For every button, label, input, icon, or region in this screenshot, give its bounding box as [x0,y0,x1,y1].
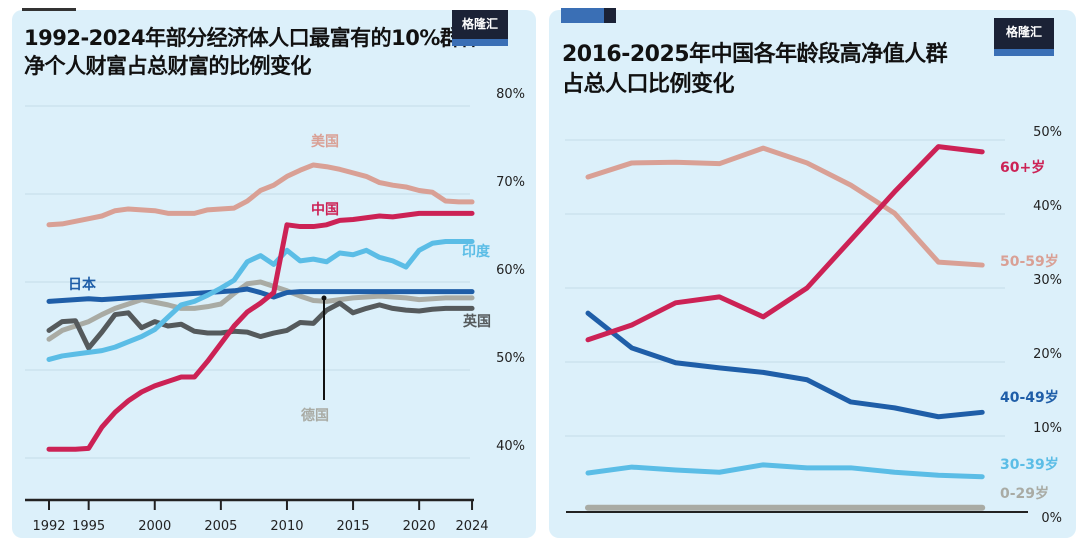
left-title-line1: 1992-2024年部分经济体人口最富有的10%群体 [24,26,481,50]
right-logo: 格隆汇 [994,18,1054,56]
left-x-tick-label: 2020 [403,519,436,534]
right-series-label: 30-39岁 [1000,456,1059,473]
right-y-tick-label: 0% [1041,511,1062,526]
right-series-label: 60+岁 [1000,159,1045,176]
left-series-line-0 [46,162,475,228]
left-chart-title: 1992-2024年部分经济体人口最富有的10%群体 净个人财富占总财富的比例变… [24,24,481,80]
left-accent-bar [22,8,76,11]
right-y-tick-label: 10% [1033,421,1062,436]
left-y-tick-label: 70% [496,175,525,190]
right-y-tick-label: 20% [1033,347,1062,362]
left-x-tick-label: 2000 [138,519,171,534]
germany-annotation-dot [321,295,327,301]
left-x-tick-label: 1995 [72,519,105,534]
right-series-label: 0-29岁 [1000,485,1049,502]
right-accent-bar [561,8,605,23]
left-logo: 格隆汇 [452,10,508,46]
left-logo-text: 格隆汇 [461,17,498,31]
left-series-line-5 [46,300,475,351]
left-series-label: 美国 [311,133,339,150]
left-series-line-1 [46,210,475,452]
left-series-line-2 [46,239,475,362]
left-x-tick-label: 2015 [337,519,370,534]
right-logo-text: 格隆汇 [1005,25,1042,39]
right-series-line-0 [585,144,985,343]
left-series-label: 英国 [462,313,491,330]
left-chart-panel [12,10,536,538]
left-y-tick-label: 60% [496,263,525,278]
left-x-tick-label: 2024 [455,519,488,534]
left-series-line-3 [46,286,475,304]
right-y-tick-label: 30% [1033,273,1062,288]
left-y-tick-label: 50% [496,351,525,366]
left-series-line-4 [46,279,475,342]
left-y-tick-label: 40% [496,439,525,454]
left-series-label: 德国 [301,407,329,424]
right-title-line2: 占总人口比例变化 [562,72,735,97]
right-series-label: 40-49岁 [1000,389,1059,406]
left-series-label: 印度 [462,243,491,260]
right-series-line-3 [585,462,985,480]
left-title-line2: 净个人财富占总财富的比例变化 [24,54,311,78]
right-chart-panel [549,10,1076,538]
left-series-label: 日本 [68,276,97,293]
left-series-label: 中国 [311,201,339,218]
left-x-tick-label: 1992 [32,519,65,534]
right-chart-title: 2016-2025年中国各年龄段高净值人群 占总人口比例变化 [562,40,948,100]
right-series-line-1 [585,145,985,268]
right-series-label: 50-59岁 [1000,253,1059,270]
right-series-line-2 [585,310,985,420]
left-x-tick-label: 2010 [270,519,303,534]
right-accent-bar-dark [604,8,616,23]
left-x-tick-label: 2005 [204,519,237,534]
left-y-tick-label: 80% [496,87,525,102]
right-title-line1: 2016-2025年中国各年龄段高净值人群 [562,42,948,67]
right-y-tick-label: 40% [1033,199,1062,214]
right-y-tick-label: 50% [1033,125,1062,140]
